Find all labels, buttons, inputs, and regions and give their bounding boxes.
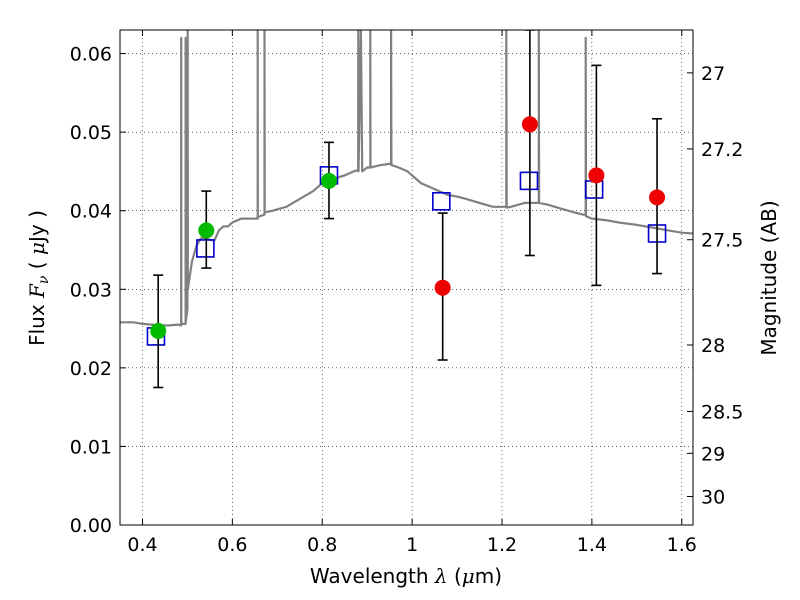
x-tick-label: 1.4 (577, 534, 607, 556)
model-band-square-point (432, 191, 451, 211)
x-axis-label: Wavelength λ (μm) (310, 564, 502, 588)
x-tick-label: 1 (406, 534, 418, 556)
model-spectrum-line (120, 30, 693, 327)
x-tick-label: 1.6 (667, 534, 697, 556)
ticks: 0.4 0.6 0.8 1 1.2 1.4 1.6 0.00 0.01 0.02 0.03 0.04 0… (70, 30, 743, 556)
y2-tick-label: 30 (701, 486, 725, 508)
x-tick-label: 0.6 (217, 534, 247, 556)
grid (120, 30, 693, 525)
y2-tick-label: 27.5 (701, 230, 743, 252)
y2-tick-label: 28 (701, 335, 725, 357)
y-tick-label: 0.03 (70, 279, 112, 301)
y2-axis-label: Magnitude (AB) (757, 200, 781, 355)
y-axis-label: Flux Fν ( μJy ) (25, 210, 52, 346)
y2-tick-label: 27.2 (701, 139, 743, 161)
y2-tick-label: 29 (701, 443, 725, 465)
y-tick-label: 0.04 (70, 201, 112, 223)
red-observed-point (588, 167, 605, 184)
plot-area (120, 30, 693, 525)
red-observed-point (434, 279, 451, 296)
green-observed-point (150, 322, 167, 339)
y-tick-label: 0.02 (70, 358, 112, 380)
x-tick-label: 0.4 (127, 534, 157, 556)
x-tick-label: 0.8 (307, 534, 337, 556)
model-band-square-point (196, 239, 215, 258)
plot-frame (119, 29, 694, 526)
x-tick-label: 1.2 (487, 534, 517, 556)
y2-tick-label: 27 (701, 63, 725, 85)
red-observed-point (649, 189, 666, 206)
red-observed-point (521, 116, 538, 133)
y-tick-label: 0.06 (70, 44, 112, 66)
data-layer (120, 30, 693, 389)
y2-tick-label: 28.5 (701, 401, 743, 423)
model-band-square-point (519, 171, 539, 191)
y-tick-label: 0.05 (70, 122, 112, 144)
y-tick-label: 0.01 (70, 436, 112, 458)
y-tick-label: 0.00 (70, 515, 112, 537)
green-observed-point (198, 222, 215, 239)
green-observed-point (320, 172, 337, 189)
